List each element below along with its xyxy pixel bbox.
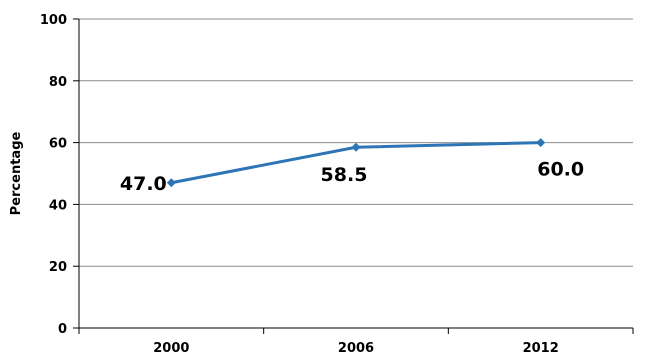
data-point-2006 [351, 142, 361, 152]
data-labels: 47.0 58.5 60.0 [120, 159, 584, 195]
x-tick-label-2006: 2006 [338, 341, 374, 356]
y-tick-label: 0 [58, 322, 67, 337]
data-point-2000 [166, 178, 176, 188]
x-axis-ticks: 2000 2006 2012 [78, 328, 634, 356]
gridlines [79, 18, 633, 267]
y-axis-ticks: 0 20 40 60 80 100 [40, 13, 79, 337]
data-point-2012 [536, 138, 546, 148]
data-label-2006: 58.5 [321, 164, 368, 186]
axes [78, 19, 633, 329]
x-tick-label-2012: 2012 [523, 341, 559, 356]
x-tick-label-2000: 2000 [153, 341, 189, 356]
y-tick-label: 40 [49, 198, 67, 213]
series [166, 138, 546, 188]
data-label-2012: 60.0 [537, 159, 584, 181]
y-tick-label: 80 [49, 75, 67, 90]
data-label-2000: 47.0 [120, 173, 167, 195]
y-axis-title: Percentage [9, 132, 24, 216]
y-tick-label: 20 [49, 260, 67, 275]
y-tick-label: 100 [40, 13, 67, 28]
y-tick-label: 60 [49, 137, 67, 152]
